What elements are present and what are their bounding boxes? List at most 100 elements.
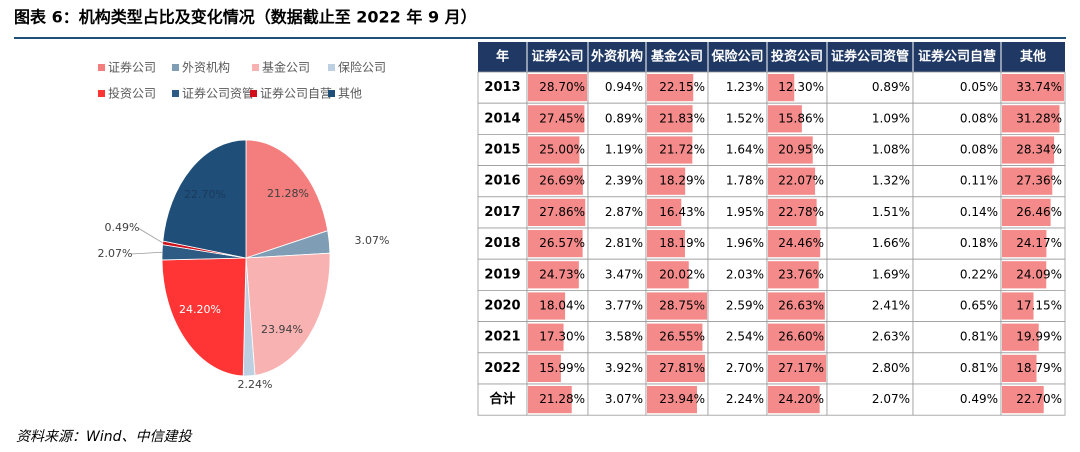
data-bar xyxy=(1002,167,1053,195)
data-bar xyxy=(768,167,816,195)
table-value: 24.17% xyxy=(1016,236,1062,250)
data-bar xyxy=(768,354,826,382)
data-bar xyxy=(647,323,703,351)
data-bar xyxy=(768,198,817,226)
table-value: 2.87% xyxy=(605,205,643,219)
table-cell xyxy=(707,102,768,135)
data-bar xyxy=(528,386,572,414)
legend-label: 证券公司资管 xyxy=(182,86,254,101)
legend-swatch xyxy=(328,90,335,97)
data-bar xyxy=(647,136,693,164)
table-value: 23.94% xyxy=(659,392,705,406)
data-bar xyxy=(768,323,825,351)
table-cell xyxy=(477,71,528,104)
data-bar xyxy=(647,261,689,289)
table-value: 3.07% xyxy=(605,392,643,406)
table-header-cell: 证券公司自营 xyxy=(918,49,996,65)
data-bar xyxy=(528,105,585,133)
table-value: 0.81% xyxy=(960,330,998,344)
table-cell xyxy=(826,133,914,166)
table-value: 15.99% xyxy=(539,361,585,375)
table-value: 3.92% xyxy=(605,361,643,375)
data-bar xyxy=(528,261,579,289)
source-note: 资料来源：Wind、中信建投 xyxy=(16,429,193,445)
table-cell xyxy=(587,321,647,354)
data-bar xyxy=(647,230,685,258)
row-label: 2016 xyxy=(484,174,520,189)
table-value: 1.08% xyxy=(872,143,910,157)
table-value: 22.07% xyxy=(778,174,824,188)
data-bar xyxy=(1002,74,1064,102)
data-bar xyxy=(647,74,694,102)
pie-label: 23.94% xyxy=(261,323,303,336)
data-bar xyxy=(768,74,795,102)
data-bar xyxy=(1002,230,1047,258)
table-cell xyxy=(912,71,1002,104)
table-value: 20.02% xyxy=(659,267,705,281)
table-value: 27.81% xyxy=(659,361,705,375)
data-bar xyxy=(528,198,586,226)
data-bar xyxy=(647,292,707,320)
legend-swatch xyxy=(328,64,335,71)
table-value: 3.47% xyxy=(605,267,643,281)
table-value: 21.72% xyxy=(659,143,705,157)
table-value: 24.46% xyxy=(778,236,824,250)
table-value: 2.03% xyxy=(726,267,764,281)
data-bar xyxy=(528,354,561,382)
table-value: 0.81% xyxy=(960,361,998,375)
table-value: 26.57% xyxy=(539,236,585,250)
table-value: 27.17% xyxy=(778,361,824,375)
table-value: 0.08% xyxy=(960,143,998,157)
table-cell xyxy=(826,258,914,291)
table-value: 2.41% xyxy=(872,299,910,313)
table-cell xyxy=(912,227,1002,260)
table-value: 2.80% xyxy=(872,361,910,375)
table-value: 1.96% xyxy=(726,236,764,250)
legend-swatch xyxy=(252,64,259,71)
table-value: 23.76% xyxy=(778,267,824,281)
pie-slice xyxy=(245,139,329,259)
table-cell xyxy=(477,258,528,291)
table-value: 1.64% xyxy=(726,143,764,157)
data-bar xyxy=(1002,386,1044,414)
data-bar xyxy=(1002,198,1051,226)
legend-label: 外资机构 xyxy=(182,60,230,75)
table-value: 27.36% xyxy=(1016,174,1062,188)
table-cell xyxy=(826,102,914,135)
legend-label: 证券公司自营 xyxy=(260,86,332,101)
table-value: 28.75% xyxy=(659,299,705,313)
row-label: 2013 xyxy=(484,80,520,95)
data-bar xyxy=(768,105,802,133)
table-value: 0.49% xyxy=(960,392,998,406)
table-value: 1.78% xyxy=(726,174,764,188)
table-header-cell: 外资机构 xyxy=(590,49,643,65)
table-value: 26.69% xyxy=(539,174,585,188)
table-value: 0.89% xyxy=(605,111,643,125)
table-value: 2.39% xyxy=(605,174,643,188)
table-cell xyxy=(707,71,768,104)
table-cell xyxy=(477,321,528,354)
data-bar xyxy=(1002,354,1037,382)
table-value: 18.29% xyxy=(659,174,705,188)
table-cell xyxy=(477,227,528,260)
table-cell xyxy=(707,133,768,166)
table-value: 27.45% xyxy=(539,111,585,125)
table-value: 1.32% xyxy=(872,174,910,188)
table-value: 24.09% xyxy=(1016,267,1062,281)
leader-line xyxy=(137,227,163,244)
data-bar xyxy=(528,136,580,164)
table-cell xyxy=(912,352,1002,385)
row-label: 2014 xyxy=(484,111,520,126)
table-value: 27.86% xyxy=(539,205,585,219)
table-cell xyxy=(707,289,768,322)
data-bar xyxy=(768,261,819,289)
legend-swatch xyxy=(98,64,105,71)
table-value: 0.94% xyxy=(605,80,643,94)
table-value: 17.15% xyxy=(1016,299,1062,313)
row-label: 合计 xyxy=(489,391,515,407)
table-value: 28.34% xyxy=(1016,143,1062,157)
legend-label: 其他 xyxy=(338,87,362,101)
table-value: 2.54% xyxy=(726,330,764,344)
table-value: 22.15% xyxy=(659,80,705,94)
